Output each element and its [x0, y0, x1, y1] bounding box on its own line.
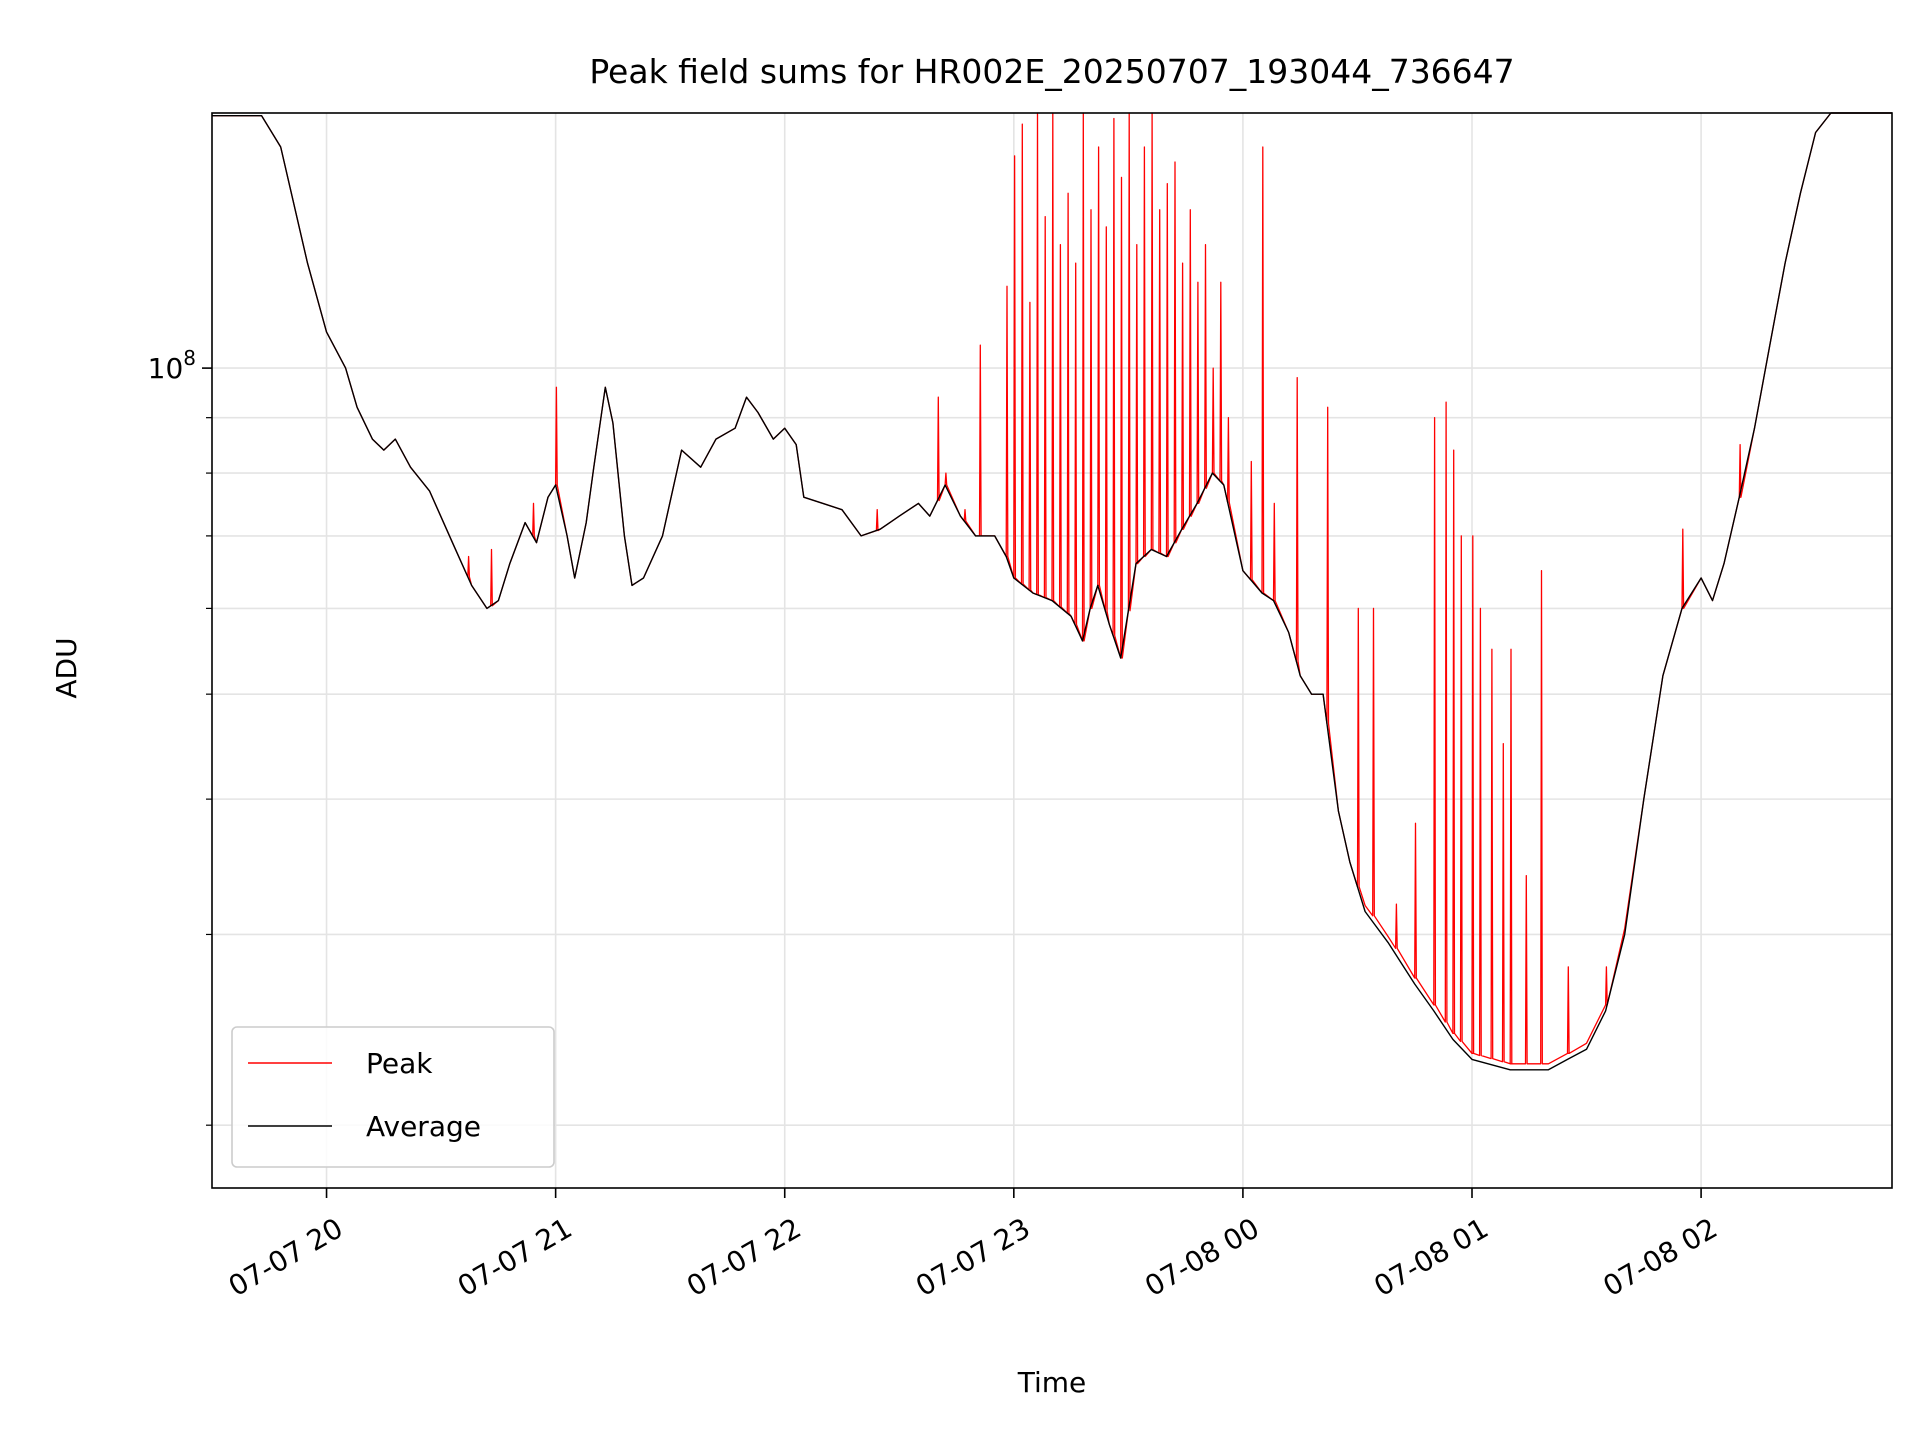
y-axis-label: ADU	[50, 637, 83, 698]
peak-series-line	[212, 112, 1892, 1065]
x-tick-label: 07-07 21	[452, 1211, 578, 1303]
chart-title: Peak field sums for HR002E_20250707_1930…	[589, 52, 1514, 91]
x-axis-label: Time	[1017, 1366, 1087, 1399]
legend-label-peak: Peak	[366, 1047, 433, 1080]
series-layer	[212, 112, 1892, 1071]
average-series-line	[212, 112, 1892, 1071]
x-tick-label: 07-07 20	[223, 1211, 349, 1303]
x-tick-label: 07-08 02	[1597, 1211, 1723, 1303]
x-tick-label: 07-08 01	[1368, 1211, 1494, 1303]
plot-frame	[211, 112, 1893, 1189]
x-tick-label: 07-07 23	[910, 1211, 1036, 1303]
y-tick-label: 108	[148, 346, 196, 385]
legend-label-average: Average	[366, 1110, 481, 1143]
legend: Peak Average	[231, 1026, 555, 1168]
x-tick-label: 07-08 00	[1139, 1211, 1265, 1303]
x-tick-label: 07-07 22	[681, 1211, 807, 1303]
legend-box	[231, 1026, 555, 1168]
